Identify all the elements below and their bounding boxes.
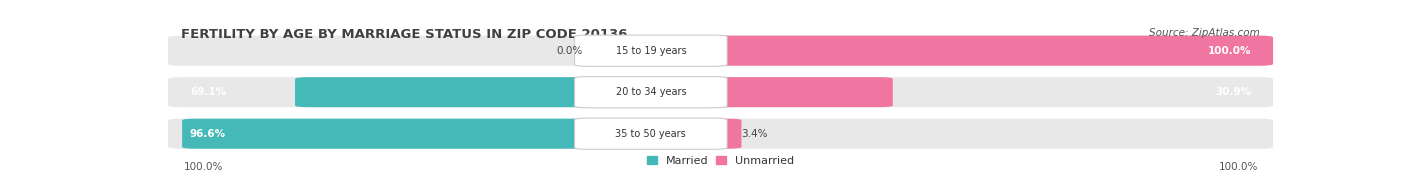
FancyBboxPatch shape [575,77,727,108]
FancyBboxPatch shape [183,119,605,149]
Text: FERTILITY BY AGE BY MARRIAGE STATUS IN ZIP CODE 20136: FERTILITY BY AGE BY MARRIAGE STATUS IN Z… [181,28,627,41]
FancyBboxPatch shape [295,77,605,107]
FancyBboxPatch shape [169,77,1272,107]
FancyBboxPatch shape [575,118,727,149]
Text: 30.9%: 30.9% [1215,87,1251,97]
FancyBboxPatch shape [696,119,741,149]
FancyBboxPatch shape [696,77,893,107]
Text: Source: ZipAtlas.com: Source: ZipAtlas.com [1149,28,1260,38]
Text: 0.0%: 0.0% [555,46,582,56]
FancyBboxPatch shape [169,119,1272,149]
Text: 15 to 19 years: 15 to 19 years [616,46,686,56]
Text: 100.0%: 100.0% [1219,162,1258,172]
FancyBboxPatch shape [169,36,1272,66]
Text: 20 to 34 years: 20 to 34 years [616,87,686,97]
Text: 69.1%: 69.1% [190,87,226,97]
Legend: Married, Unmarried: Married, Unmarried [648,156,793,166]
Text: 100.0%: 100.0% [183,162,222,172]
Text: 3.4%: 3.4% [741,129,768,139]
Text: 100.0%: 100.0% [1208,46,1251,56]
FancyBboxPatch shape [696,36,1272,66]
FancyBboxPatch shape [575,35,727,66]
Text: 35 to 50 years: 35 to 50 years [616,129,686,139]
Text: 96.6%: 96.6% [190,129,226,139]
